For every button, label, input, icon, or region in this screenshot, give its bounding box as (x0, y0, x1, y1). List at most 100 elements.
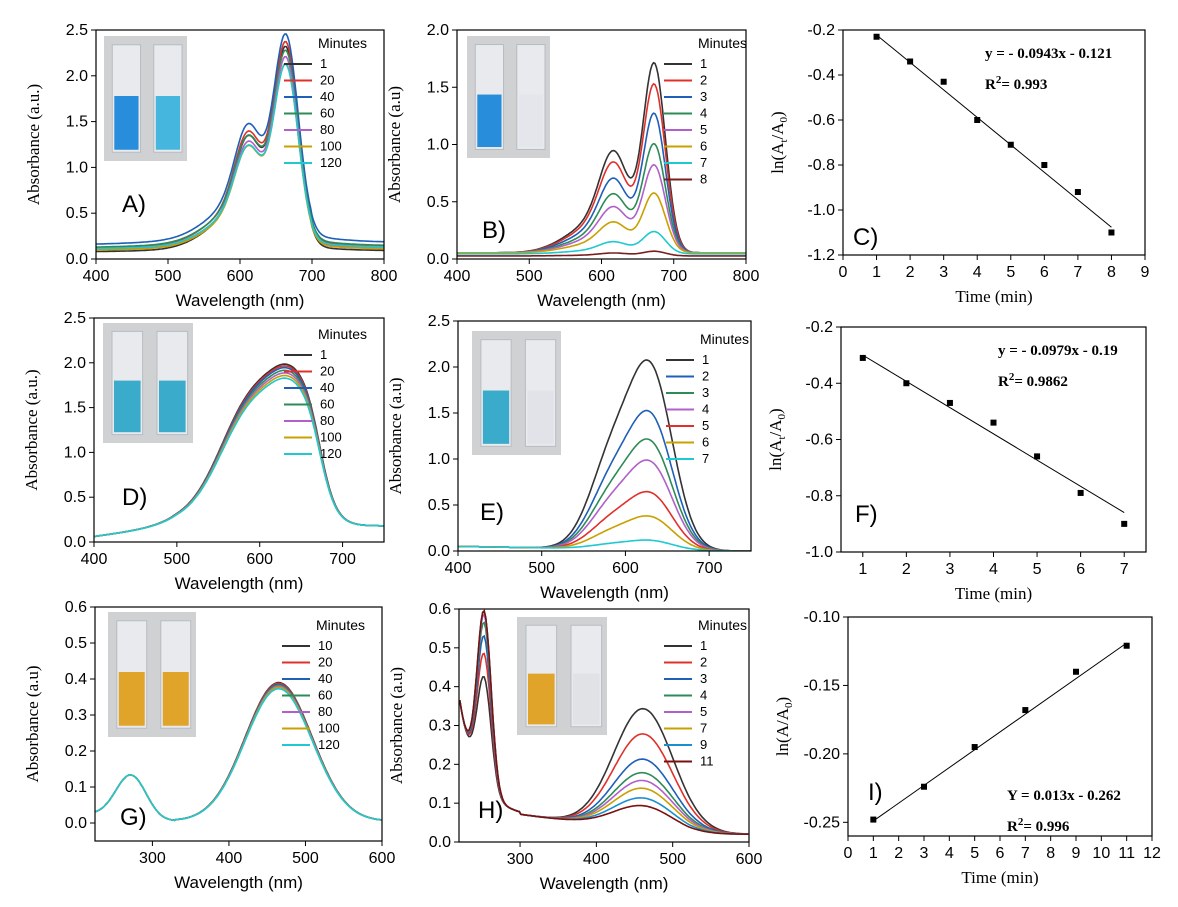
data-point (1007, 141, 1014, 148)
fit-equation: y = - 0.0943x - 0.121 (985, 46, 1112, 62)
data-point (946, 399, 953, 406)
legend-label: 4 (702, 402, 709, 417)
cuvette-photo (104, 36, 187, 161)
legend-title: Minutes (318, 326, 367, 342)
x-tick-label: 500 (528, 560, 555, 577)
x-axis-label: Wavelength (nm) (175, 574, 304, 593)
series-group (96, 33, 384, 253)
r-squared: R2= 0.996 (1007, 816, 1070, 835)
y-tick-label: 0.3 (65, 707, 87, 724)
y-axis-label: Absorbance (a.u.) (22, 369, 41, 490)
cuvette-solution (118, 672, 145, 726)
data-point (859, 354, 866, 361)
x-tick-label: 7 (1120, 561, 1129, 578)
x-tick-label: 600 (736, 851, 763, 868)
x-tick-label: 3 (920, 845, 929, 862)
y-tick-label: 0.0 (66, 251, 88, 268)
series-line-60 (96, 49, 384, 248)
legend-label: 4 (700, 106, 707, 121)
legend-label: 100 (318, 721, 340, 736)
x-tick-label: 400 (83, 268, 110, 285)
x-tick-label: 600 (369, 850, 396, 867)
x-tick-label: 400 (583, 851, 610, 868)
x-tick-label: 4 (945, 845, 954, 862)
x-tick-label: 6 (1076, 561, 1085, 578)
data-point (1123, 642, 1130, 649)
series-line-40 (96, 33, 384, 245)
panel-label: H) (478, 797, 503, 824)
legend-label: 20 (320, 364, 334, 379)
legend-label: 2 (700, 655, 707, 670)
cuvette-solution (162, 672, 189, 726)
series-group (94, 363, 384, 538)
panel-f: y = - 0.0979x - 0.19 R2= 0.9862 1 2 3 4 5 6 7 -1.… (766, 319, 1147, 603)
cuvette-solution (114, 96, 139, 150)
panel-b: Minutes 1 23 45 67 8 400 500 600 700 800 0.0 0.5 1.0 1… (385, 22, 759, 310)
x-tick-label: 400 (216, 850, 243, 867)
y-tick-label: 0.6 (65, 599, 87, 616)
cuvette-photo (517, 617, 607, 735)
x-tick-label: 2 (902, 561, 911, 578)
x-tick-label: 9 (1072, 845, 1081, 862)
panel-label: E) (480, 499, 504, 526)
legend-label: 20 (320, 73, 334, 88)
x-tick-label: 600 (227, 268, 254, 285)
x-axis-label: Wavelength (nm) (537, 291, 666, 310)
legend-label: 100 (320, 139, 342, 154)
legend-label: 3 (700, 671, 707, 686)
series-line-7 (458, 539, 751, 551)
x-tick-label: 400 (445, 560, 472, 577)
y-tick-label: 0.2 (65, 743, 87, 760)
cuvette-photo (108, 612, 196, 737)
legend-label: 5 (700, 704, 707, 719)
plot-frame (93, 317, 385, 543)
y-tick-label: 0.5 (65, 635, 87, 652)
x-tick-label: 5 (970, 845, 979, 862)
data-point (1034, 453, 1041, 460)
data-point (903, 380, 910, 387)
x-tick-label: 12 (1143, 845, 1161, 862)
panel-label: A) (122, 191, 146, 218)
x-tick-label: 7 (1021, 845, 1030, 862)
series-line-6 (457, 192, 746, 254)
x-tick-label: 1 (869, 845, 878, 862)
x-tick-label: 500 (516, 268, 543, 285)
x-tick-label: 800 (371, 268, 398, 285)
x-tick-label: 300 (507, 851, 534, 868)
data-point (974, 117, 981, 123)
y-tick-label: 0.0 (64, 534, 86, 551)
x-tick-label: 9 (1141, 264, 1150, 281)
y-tick-label: 0.5 (429, 640, 451, 657)
y-axis-label: Absorbance (a.u) (387, 667, 406, 784)
x-tick-label: 8 (1107, 264, 1116, 281)
panel-label: I) (868, 779, 883, 806)
x-tick-label: 2 (906, 264, 915, 281)
legend-label: 60 (318, 688, 332, 703)
legend-label: 40 (318, 671, 332, 686)
data-point (990, 419, 997, 426)
legend-label: 1 (320, 347, 327, 362)
y-tick-label: -0.8 (805, 488, 833, 505)
x-tick-label: 600 (246, 551, 273, 568)
x-axis-label: Wavelength (nm) (540, 874, 669, 893)
data-point (1077, 489, 1084, 496)
legend-label: 2 (702, 369, 709, 384)
x-tick-label: 3 (939, 264, 948, 281)
series-group (95, 681, 382, 822)
data-point (1073, 668, 1079, 675)
data-point (1022, 707, 1029, 714)
x-tick-label: 300 (139, 850, 166, 867)
x-tick-label: 500 (659, 851, 686, 868)
y-tick-label: -1.2 (807, 247, 835, 264)
y-axis-label: Absorbance (a.u) (23, 665, 42, 782)
series-line-120 (94, 377, 384, 538)
data-point (873, 33, 880, 40)
panel-e: Minutes 1 23 45 67 400 500 600 700 0.0 0.5 1.0 1.5 2.… (386, 313, 752, 602)
x-tick-label: 600 (588, 268, 615, 285)
y-tick-label: 2.0 (427, 22, 449, 39)
y-axis-label: Absorbance (a.u) (385, 86, 404, 203)
y-tick-label: -0.10 (804, 609, 841, 626)
